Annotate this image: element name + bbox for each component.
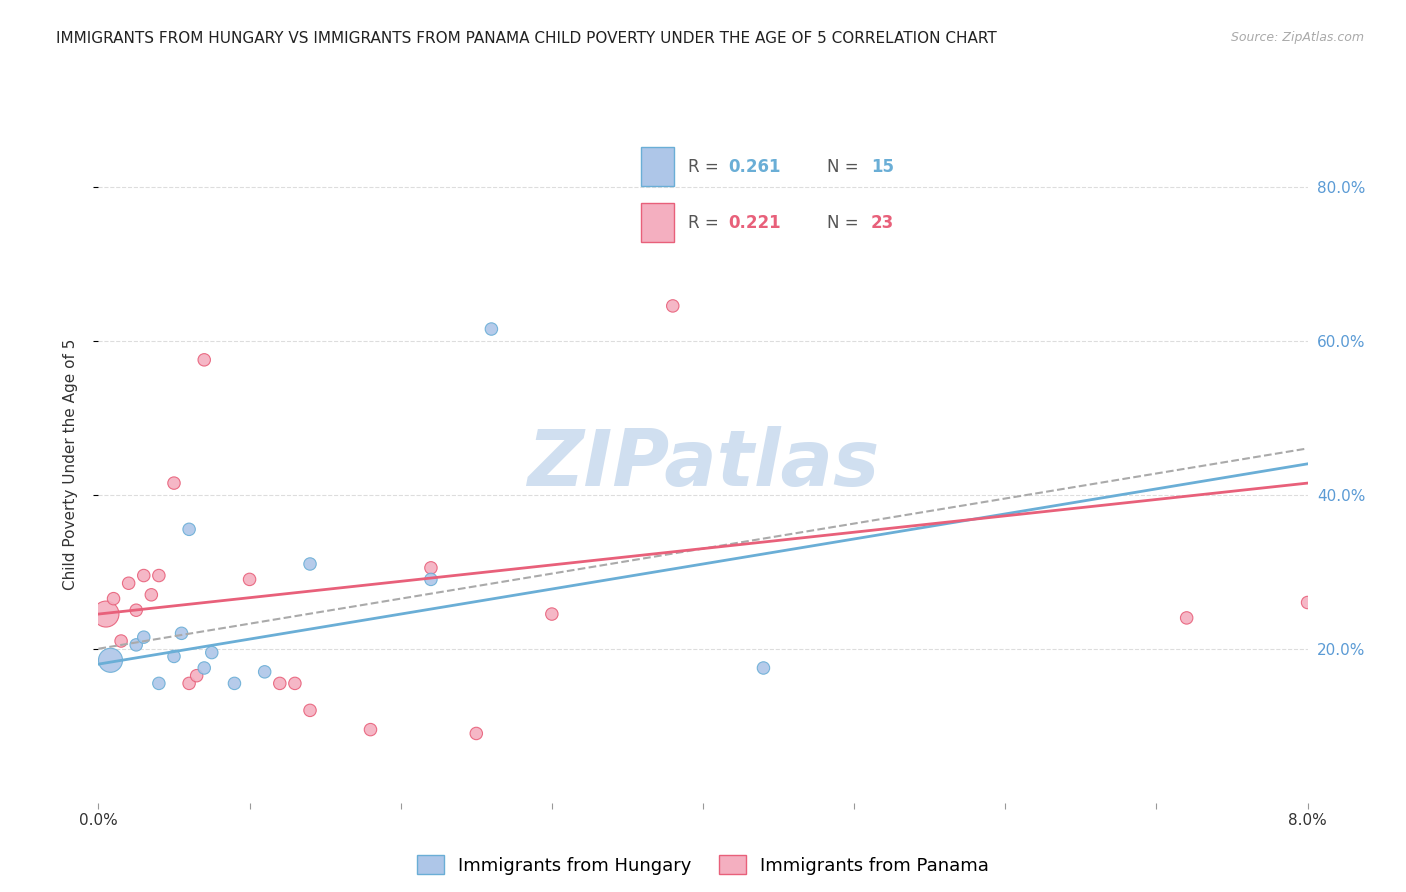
Point bbox=[179, 676, 201, 690]
Point bbox=[186, 669, 208, 683]
Point bbox=[465, 726, 488, 740]
Point bbox=[541, 607, 564, 621]
Point bbox=[752, 661, 775, 675]
Point bbox=[110, 634, 132, 648]
Point bbox=[360, 723, 382, 737]
Point bbox=[148, 568, 170, 582]
Point bbox=[193, 661, 215, 675]
Text: ZIPatlas: ZIPatlas bbox=[527, 425, 879, 502]
Point bbox=[420, 573, 443, 587]
Point bbox=[224, 676, 246, 690]
Text: Source: ZipAtlas.com: Source: ZipAtlas.com bbox=[1230, 31, 1364, 45]
Text: IMMIGRANTS FROM HUNGARY VS IMMIGRANTS FROM PANAMA CHILD POVERTY UNDER THE AGE OF: IMMIGRANTS FROM HUNGARY VS IMMIGRANTS FR… bbox=[56, 31, 997, 46]
Point bbox=[481, 322, 503, 336]
Point bbox=[299, 703, 322, 717]
Point bbox=[132, 630, 155, 644]
Point bbox=[103, 591, 125, 606]
Point bbox=[163, 649, 186, 664]
Point bbox=[141, 588, 163, 602]
Y-axis label: Child Poverty Under the Age of 5: Child Poverty Under the Age of 5 bbox=[63, 338, 77, 590]
Point bbox=[125, 603, 148, 617]
Point bbox=[284, 676, 307, 690]
Point bbox=[299, 557, 322, 571]
Point bbox=[100, 653, 122, 667]
Point bbox=[132, 568, 155, 582]
Point bbox=[253, 665, 276, 679]
Point bbox=[179, 522, 201, 536]
Legend: Immigrants from Hungary, Immigrants from Panama: Immigrants from Hungary, Immigrants from… bbox=[409, 848, 997, 882]
Point bbox=[148, 676, 170, 690]
Point bbox=[420, 561, 443, 575]
Point bbox=[125, 638, 148, 652]
Point bbox=[163, 476, 186, 491]
Point bbox=[1175, 611, 1198, 625]
Point bbox=[269, 676, 291, 690]
Point bbox=[170, 626, 193, 640]
Point bbox=[201, 646, 224, 660]
Point bbox=[239, 573, 262, 587]
Point bbox=[118, 576, 141, 591]
Point bbox=[1296, 595, 1319, 609]
Point bbox=[662, 299, 685, 313]
Point bbox=[94, 607, 117, 621]
Point bbox=[193, 352, 215, 367]
